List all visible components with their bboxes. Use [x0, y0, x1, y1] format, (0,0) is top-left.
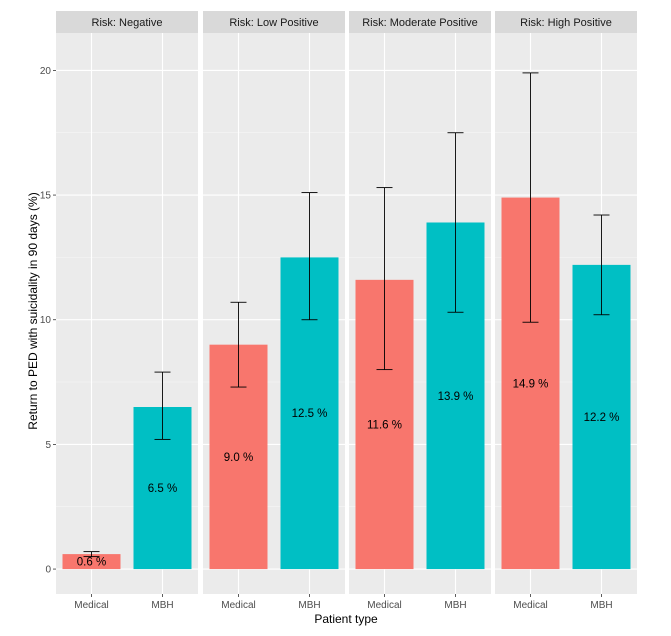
- bar-mbh: [572, 264, 631, 570]
- bar-medical: [62, 554, 121, 570]
- x-tick-label: Medical: [513, 600, 547, 611]
- data-label: 13.9 %: [438, 391, 474, 403]
- data-label: 14.9 %: [513, 378, 549, 390]
- data-label: 12.5 %: [292, 408, 328, 420]
- data-label: 6.5 %: [148, 483, 177, 495]
- x-tick-label: MBH: [590, 600, 612, 611]
- x-tick-label: Medical: [221, 600, 255, 611]
- data-label: 11.6 %: [367, 419, 402, 431]
- facet-strip-label: Risk: Low Positive: [229, 17, 318, 29]
- y-tick-label: 0: [45, 565, 51, 576]
- x-tick-label: MBH: [298, 600, 320, 611]
- facet-panel: Risk: Moderate Positive 11.6 % Medical 13.9…: [349, 11, 491, 611]
- x-axis-title: Patient type: [314, 612, 378, 626]
- y-tick-label: 10: [40, 315, 52, 326]
- y-tick-label: 20: [40, 66, 52, 77]
- y-axis: 0 5 10 15 20: [40, 66, 56, 576]
- facet-strip: [349, 11, 491, 33]
- y-tick-label: 15: [40, 191, 52, 202]
- y-axis-title: Return to PED with suicidality in 90 day…: [26, 192, 40, 429]
- facet-strip: [495, 11, 637, 33]
- facet-strip-label: Risk: Negative: [92, 17, 163, 29]
- facet-strip-label: Risk: Moderate Positive: [362, 17, 478, 29]
- facet-strip: [203, 11, 345, 33]
- data-label: 12.2 %: [584, 412, 620, 424]
- facet-panel: Risk: Low Positive 9.0 % Medical 12.5 % MBH: [203, 11, 345, 611]
- x-tick-label: MBH: [444, 600, 466, 611]
- x-tick-label: Medical: [367, 600, 401, 611]
- x-tick-label: MBH: [151, 600, 173, 611]
- x-tick-label: Medical: [74, 600, 108, 611]
- facet-panel: Risk: Negative 0.6 % Medical 6.5 % MBH: [56, 11, 198, 611]
- facet-strip: [56, 11, 198, 33]
- facet-panel: Risk: High Positive 14.9 % Medical 12.2 % MB…: [495, 11, 637, 611]
- data-label: 0.6 %: [77, 557, 106, 569]
- data-label: 9.0 %: [224, 452, 253, 464]
- facet-strip-label: Risk: High Positive: [520, 17, 612, 29]
- y-tick-label: 5: [45, 440, 51, 451]
